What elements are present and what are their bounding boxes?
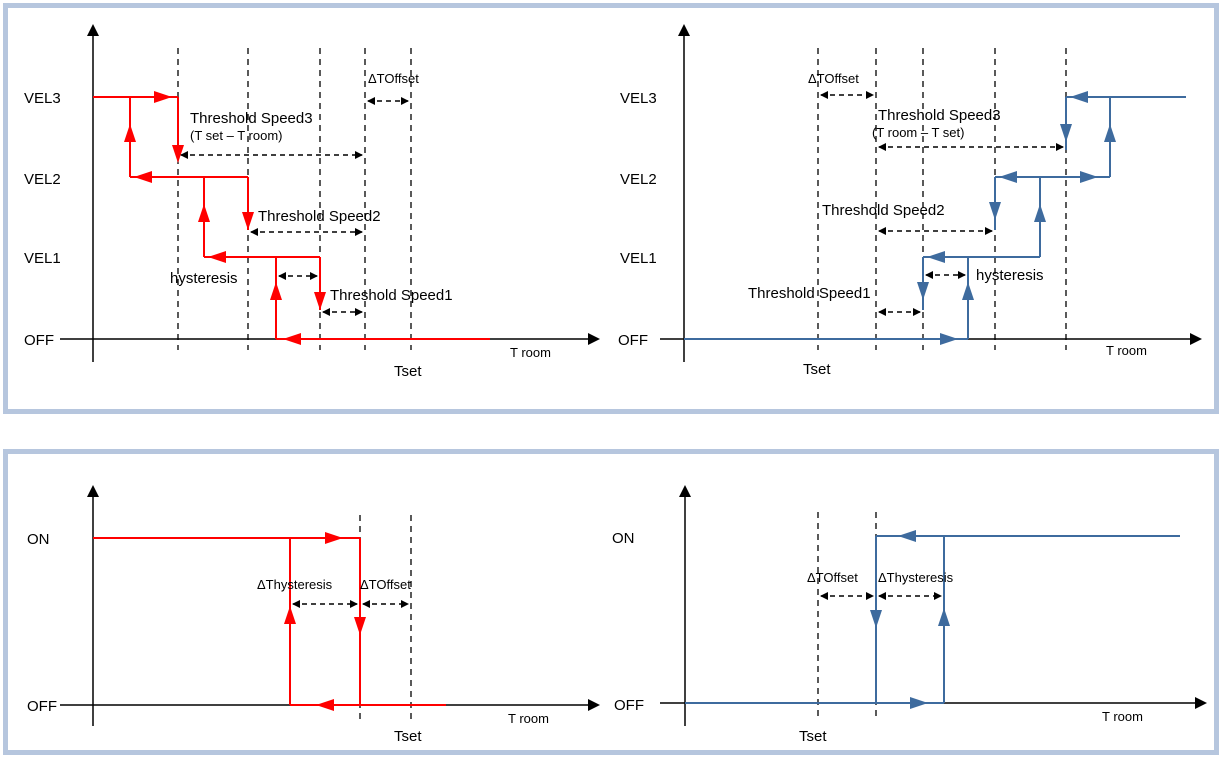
red-onoff-curve [93, 537, 446, 706]
tset-label: Tset [803, 361, 831, 378]
blue-arrowheads [870, 530, 950, 709]
level-label-off: OFF [24, 332, 54, 349]
x-axis-label: T room [1102, 709, 1143, 724]
x-axis-label: T room [510, 345, 551, 360]
threshold-guides [177, 48, 412, 350]
blue-onoff-curve [685, 535, 1180, 704]
level-label-on: ON [612, 530, 635, 547]
threshold-guides [817, 48, 1067, 350]
threshold-speed1-label: Threshold Speed1 [330, 287, 453, 304]
level-label-off: OFF [27, 698, 57, 715]
x-axis-label: T room [508, 711, 549, 726]
level-label-vel2: VEL2 [24, 171, 61, 188]
threshold-speed3-label: Threshold Speed3 [878, 107, 1001, 124]
level-label-vel3: VEL3 [24, 90, 61, 107]
threshold-speed2-label: Threshold Speed2 [258, 208, 381, 225]
hysteresis-label: hysteresis [976, 267, 1044, 284]
threshold-guides [359, 515, 412, 720]
dimension-arrows [820, 91, 1064, 316]
red-arrowheads [284, 532, 366, 711]
fan-speed-panel [3, 3, 1219, 414]
level-label-vel1: VEL1 [24, 250, 61, 267]
tset-label: Tset [394, 363, 422, 380]
level-label-off: OFF [614, 697, 644, 714]
top-left-diagram: VEL3 VEL2 VEL1 OFF ΔTOffset Threshold Sp… [24, 24, 600, 380]
bottom-right-diagram: ON OFF ΔTOffset ΔThysteresis T room Tset [612, 485, 1207, 745]
delta-thysteresis-label: ΔThysteresis [257, 577, 333, 592]
delta-thysteresis-label: ΔThysteresis [878, 570, 954, 585]
threshold-speed1-label: Threshold Speed1 [748, 285, 871, 302]
delta-toffset-label: ΔTOffset [360, 577, 411, 592]
level-label-on: ON [27, 531, 50, 548]
threshold-speed3-formula: (T set – T room) [190, 128, 282, 143]
on-off-panel [3, 449, 1219, 755]
level-label-vel2: VEL2 [620, 171, 657, 188]
tset-label: Tset [799, 728, 827, 745]
threshold-guides [817, 512, 877, 720]
dimension-arrows [180, 97, 409, 316]
top-right-diagram: VEL3 VEL2 VEL1 OFF ΔTOffset Threshold Sp… [618, 24, 1202, 378]
tset-label: Tset [394, 728, 422, 745]
threshold-speed3-label: Threshold Speed3 [190, 110, 313, 127]
level-label-vel1: VEL1 [620, 250, 657, 267]
hysteresis-label: hysteresis [170, 270, 238, 287]
level-label-off: OFF [618, 332, 648, 349]
delta-toffset-label: ΔTOffset [808, 71, 859, 86]
threshold-speed3-formula: (T room – T set) [872, 125, 964, 140]
threshold-speed2-label: Threshold Speed2 [822, 202, 945, 219]
level-label-vel3: VEL3 [620, 90, 657, 107]
delta-toffset-label: ΔTOffset [368, 71, 419, 86]
x-axis-label: T room [1106, 343, 1147, 358]
bottom-left-diagram: ON OFF ΔThysteresis ΔTOffset T room Tset [27, 485, 600, 745]
delta-toffset-label: ΔTOffset [807, 570, 858, 585]
